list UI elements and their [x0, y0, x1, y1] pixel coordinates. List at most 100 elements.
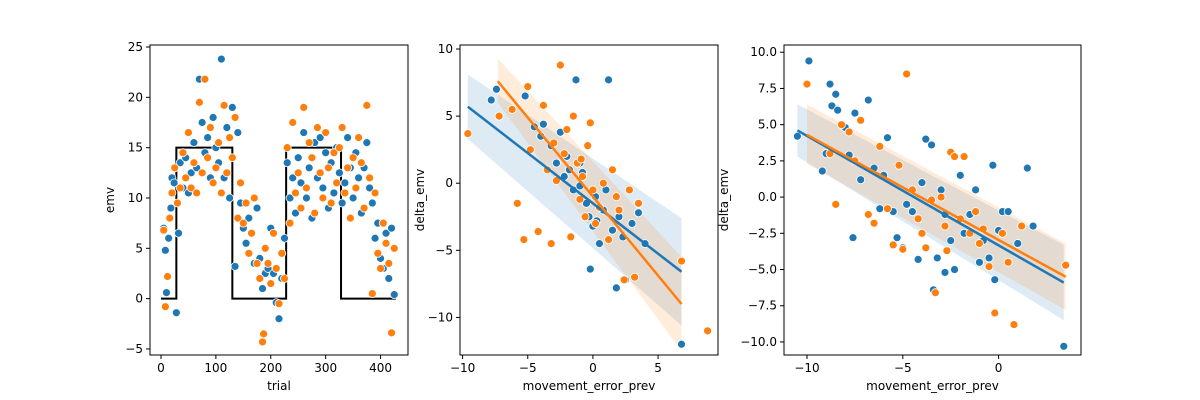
data-point-s1-75 [354, 173, 363, 183]
data-point-s1-12 [856, 175, 866, 185]
data-point-s2-11 [184, 128, 193, 137]
data-point-s1-35 [971, 185, 981, 195]
data-point-s2-14 [898, 244, 908, 254]
data-point-s1-25 [216, 54, 226, 64]
data-point-s2-10 [181, 173, 191, 183]
data-point-s2-44 [271, 264, 281, 273]
data-point-s2-17 [200, 74, 210, 84]
data-point-s2-50 [288, 118, 298, 127]
data-point-s1-14 [571, 75, 581, 85]
data-point-s2-5 [167, 188, 177, 198]
data-point-s2-33 [624, 185, 634, 195]
data-point-s1-3 [162, 288, 171, 297]
data-point-s1-8 [171, 308, 181, 318]
data-point-s2-3 [831, 199, 841, 209]
data-point-s1-45 [1022, 163, 1032, 173]
data-point-s2-28 [230, 113, 240, 122]
data-point-s1-48 [940, 268, 950, 277]
data-point-s1-31 [627, 219, 637, 228]
regression-line-2 [806, 133, 1067, 278]
x-axis-label: trial [267, 379, 291, 393]
data-point-s2-83 [378, 218, 388, 228]
data-point-s2-35 [249, 193, 259, 203]
data-point-s1-5 [166, 203, 176, 213]
data-point-s2-37 [1017, 221, 1026, 231]
x-tick-label: 0 [157, 361, 165, 375]
data-point-s2-32 [241, 198, 251, 208]
data-point-s1-28 [936, 185, 946, 195]
x-tick-label: 100 [204, 361, 227, 375]
data-point-s2-2 [494, 111, 504, 121]
data-point-s2-29 [971, 207, 981, 216]
x-tick-label: 300 [314, 361, 337, 375]
data-point-s2-56 [304, 138, 314, 148]
x-tick-label: 0 [995, 361, 1003, 375]
data-point-s1-27 [932, 253, 942, 263]
y-tick-label: 10 [128, 191, 143, 205]
data-point-s1-4 [164, 233, 174, 243]
y-tick-label: −5 [435, 243, 453, 257]
data-point-s1-3 [817, 166, 827, 176]
data-point-s2-5 [519, 235, 529, 244]
x-tick-label: 200 [259, 361, 282, 375]
data-point-s2-21 [930, 288, 940, 298]
data-point-s2-4 [165, 213, 175, 223]
data-point-s1-25 [927, 140, 936, 150]
data-point-s2-9 [869, 218, 879, 228]
data-point-s1-81 [370, 233, 380, 243]
y-tick-label: −7.5 [748, 299, 777, 313]
data-point-s1-30 [946, 236, 956, 245]
data-point-s2-19 [205, 123, 215, 132]
data-point-s2-39 [942, 246, 952, 256]
data-point-s2-8 [175, 183, 185, 193]
data-point-s2-13 [555, 60, 565, 70]
data-point-s1-52 [291, 208, 300, 218]
data-point-s1-30 [230, 262, 240, 271]
data-point-s1-80 [367, 198, 377, 208]
data-point-s2-79 [367, 289, 377, 299]
data-point-s2-31 [614, 205, 624, 215]
y-tick-label: −2.5 [748, 226, 777, 240]
chart-panel-2: −10 −5 0 5 −10 −5 0 5 10 movement_error_prev delta… [413, 42, 719, 393]
data-point-s1-22 [595, 239, 604, 249]
data-point-s2-23 [216, 188, 226, 198]
data-point-s1-13 [863, 95, 873, 105]
data-point-s1-7 [169, 178, 179, 188]
data-point-s1-85 [381, 228, 391, 238]
data-point-s2-43 [269, 228, 278, 238]
data-point-s1-63 [321, 148, 331, 158]
data-point-s2-10 [875, 142, 885, 151]
data-point-s1-1 [486, 95, 496, 105]
y-tick-label: −10.0 [740, 335, 777, 349]
data-point-s1-19 [585, 264, 595, 274]
data-point-s1-57 [304, 163, 314, 173]
data-point-s2-58 [310, 208, 320, 218]
data-point-s2-13 [189, 158, 199, 168]
data-point-s2-14 [192, 188, 202, 198]
data-point-s2-21 [211, 163, 221, 173]
axes-frame [783, 44, 1082, 356]
data-point-s2-72 [348, 153, 358, 163]
chart-panel-1: 0 100 200 300 400 −5 0 5 10 15 20 25 trial emv [103, 40, 409, 393]
data-point-s2-11 [883, 204, 892, 214]
x-tick-label: −5 [519, 361, 537, 375]
y-tick-label: 25 [128, 40, 143, 54]
data-point-s2-75 [356, 158, 366, 168]
regression-line-2 [496, 80, 683, 305]
data-point-s2-17 [913, 214, 923, 224]
data-point-s2-65 [329, 148, 339, 158]
data-point-s1-47 [1059, 341, 1069, 351]
data-point-s2-35 [634, 198, 643, 208]
x-tick-label: −10 [794, 361, 819, 375]
data-point-s1-44 [1013, 239, 1023, 248]
data-point-s1-51 [288, 173, 298, 183]
data-point-s2-52 [293, 168, 303, 178]
data-point-s2-40 [260, 243, 270, 253]
data-point-s2-86 [387, 328, 396, 338]
data-point-s1-18 [197, 118, 207, 127]
data-point-s2-26 [225, 133, 234, 142]
data-point-s2-61 [318, 193, 328, 203]
data-point-s1-26 [608, 225, 617, 235]
x-tick-label: 5 [654, 361, 662, 375]
data-point-s2-34 [247, 228, 256, 238]
